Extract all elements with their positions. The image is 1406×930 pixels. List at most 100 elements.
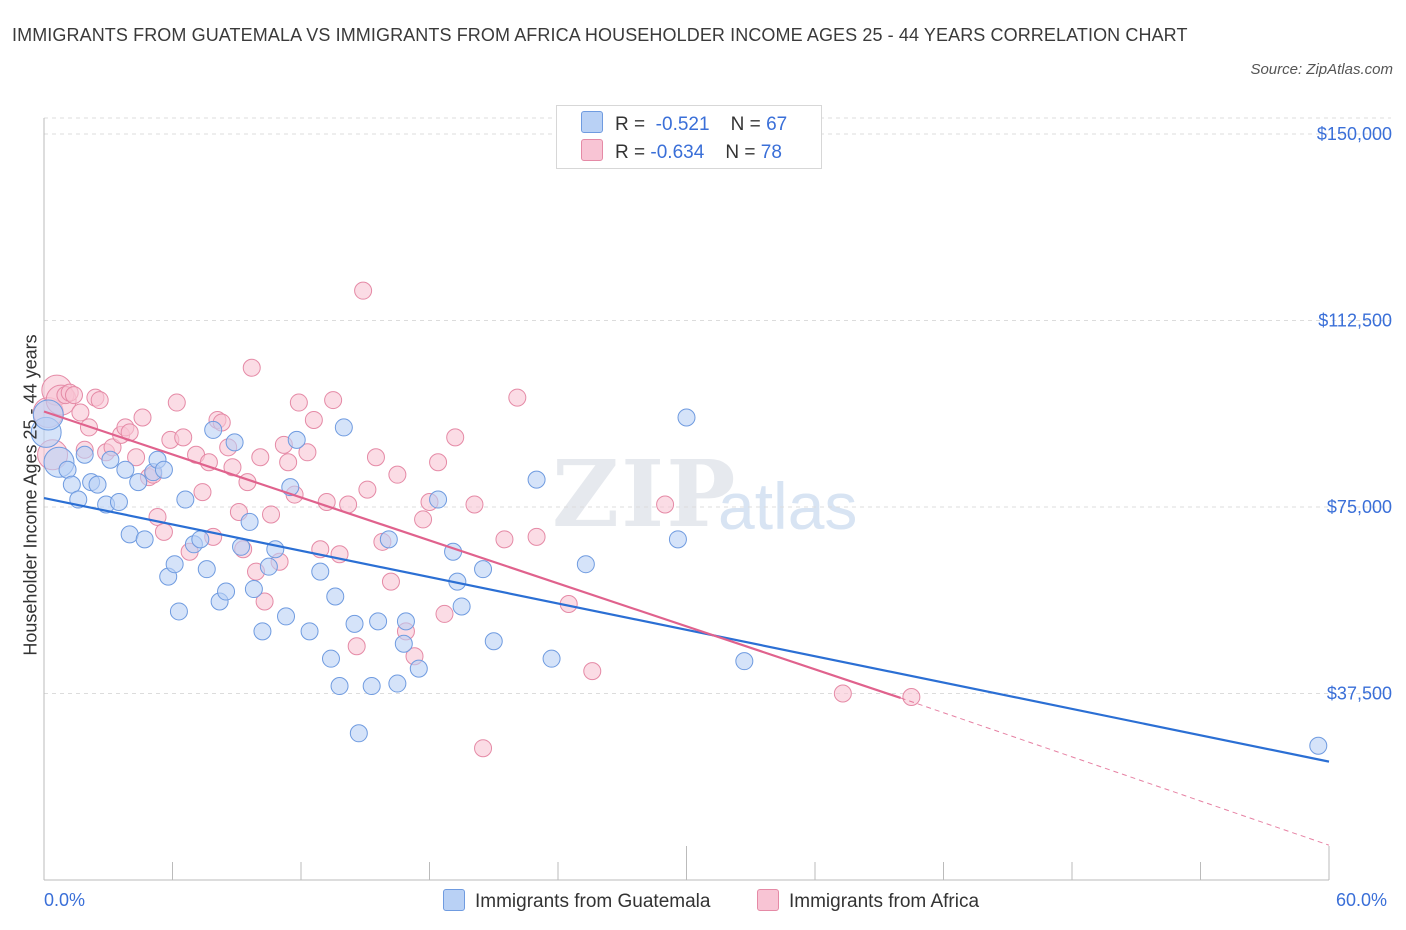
africa-point	[262, 505, 281, 524]
africa-point	[242, 358, 261, 377]
guatemala-point	[326, 587, 345, 606]
africa-point	[527, 527, 546, 546]
guatemala-point	[101, 450, 120, 469]
africa-point	[347, 637, 366, 656]
africa-point	[429, 453, 448, 472]
africa-point	[289, 393, 308, 412]
guatemala-point	[109, 493, 128, 512]
africa-point	[508, 388, 527, 407]
legend-r-label: R =	[615, 142, 646, 163]
africa-trend-extension	[900, 697, 1330, 846]
guatemala-point	[253, 622, 272, 641]
y-tick-label: $75,000	[1327, 497, 1392, 517]
bottom-legend-swatch-africa	[757, 889, 779, 911]
guatemala-point	[240, 512, 259, 531]
guatemala-point	[345, 614, 364, 633]
guatemala-point	[225, 433, 244, 452]
guatemala-point	[1309, 736, 1328, 755]
guatemala-trend-line	[43, 496, 1330, 763]
guatemala-point	[311, 562, 330, 581]
africa-point	[298, 443, 317, 462]
watermark-atlas: atlas	[718, 469, 858, 543]
guatemala-point	[369, 612, 388, 631]
bottom-legend-label: Immigrants from Guatemala	[475, 891, 711, 912]
x-tick-label-min: 0.0%	[44, 890, 86, 910]
guatemala-point	[232, 537, 251, 556]
y-tick-label: $150,000	[1317, 124, 1392, 144]
africa-point	[414, 510, 433, 529]
africa-point	[358, 480, 377, 499]
africa-point	[902, 687, 921, 706]
guatemala-point	[396, 612, 415, 631]
guatemala-point	[116, 460, 135, 479]
guatemala-point	[88, 475, 107, 494]
guatemala-point	[135, 530, 154, 549]
guatemala-point	[75, 445, 94, 464]
guatemala-point	[349, 724, 368, 743]
guatemala-point	[287, 430, 306, 449]
bottom-legend-guatemala: Immigrants from Guatemala	[443, 888, 710, 916]
legend-row-guatemala: R = -0.521 N = 67	[581, 111, 787, 137]
guatemala-point	[62, 475, 81, 494]
legend-r-value: -0.521	[655, 114, 710, 135]
guatemala-point	[677, 408, 696, 427]
legend-n-label: N =	[725, 142, 756, 163]
trend-lines	[43, 410, 1330, 846]
series-guatemala-points	[30, 399, 1328, 755]
guatemala-point	[542, 649, 561, 668]
bottom-legend-africa: Immigrants from Africa	[757, 888, 979, 916]
legend-n-label: N =	[730, 114, 761, 135]
guatemala-point	[394, 634, 413, 653]
guatemala-point	[217, 582, 236, 601]
source-label: Source: ZipAtlas.com	[1250, 61, 1393, 78]
guatemala-point	[334, 418, 353, 437]
guatemala-point	[409, 659, 428, 678]
series-africa-points	[32, 281, 921, 758]
africa-point	[304, 410, 323, 429]
guatemala-point	[452, 597, 471, 616]
guatemala-point	[735, 652, 754, 671]
legend-swatch-guatemala	[581, 111, 603, 133]
africa-point	[656, 495, 675, 514]
africa-point	[127, 448, 146, 467]
africa-point	[154, 522, 173, 541]
guatemala-point	[120, 525, 139, 544]
guatemala-point	[129, 473, 148, 492]
guatemala-point	[330, 677, 349, 696]
africa-point	[583, 662, 602, 681]
y-tick-label: $112,500	[1318, 311, 1392, 331]
grid-lines	[44, 117, 1391, 694]
guatemala-point	[300, 622, 319, 641]
africa-point	[90, 391, 109, 410]
africa-point	[381, 572, 400, 591]
africa-point	[495, 530, 514, 549]
guatemala-point	[165, 555, 184, 574]
guatemala-point	[197, 560, 216, 579]
guatemala-point	[668, 530, 687, 549]
africa-point	[279, 453, 298, 472]
africa-point	[366, 448, 385, 467]
guatemala-point	[277, 607, 296, 626]
watermark-zip: ZIP	[552, 440, 738, 548]
africa-point	[388, 465, 407, 484]
guatemala-point	[58, 460, 77, 479]
guatemala-point	[429, 490, 448, 509]
guatemala-point	[527, 470, 546, 489]
africa-point	[465, 495, 484, 514]
guatemala-point	[474, 560, 493, 579]
guatemala-point	[204, 420, 223, 439]
africa-point	[223, 458, 242, 477]
bottom-legend-swatch-guatemala	[443, 889, 465, 911]
chart-title: IMMIGRANTS FROM GUATEMALA VS IMMIGRANTS …	[12, 25, 1188, 45]
africa-point	[167, 393, 186, 412]
guatemala-point	[388, 674, 407, 693]
legend-n-value: 78	[760, 142, 782, 163]
africa-trend-line	[43, 410, 902, 700]
africa-point	[199, 453, 218, 472]
africa-point	[435, 604, 454, 623]
legend-r-label: R =	[615, 114, 646, 135]
africa-point	[474, 739, 493, 758]
guatemala-point	[32, 399, 64, 431]
africa-point	[64, 386, 83, 405]
africa-point	[354, 281, 373, 300]
